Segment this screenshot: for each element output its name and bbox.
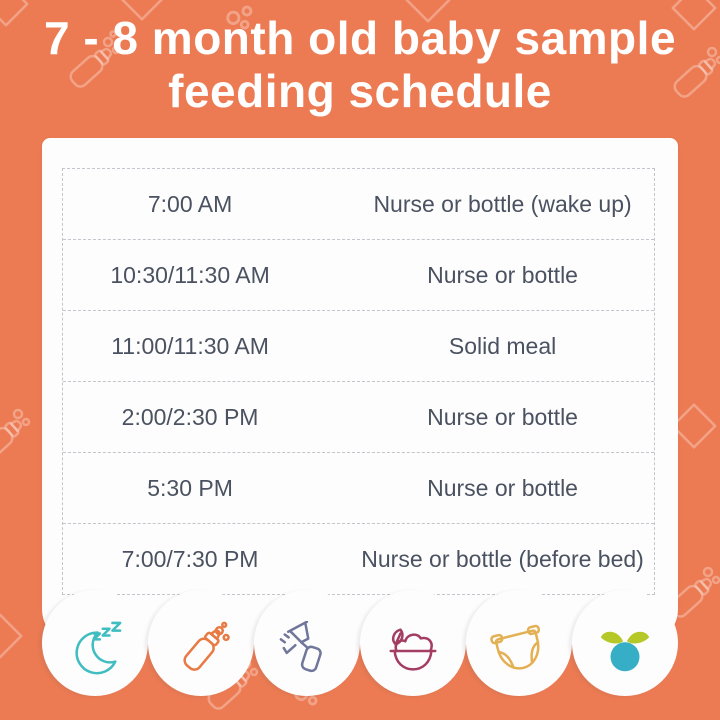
time-cell: 5:30 PM: [147, 474, 233, 501]
pattern-diamond-icon: [398, 0, 458, 30]
schedule-card: 7:00 AM Nurse or bottle (wake up) 10:30/…: [42, 138, 678, 645]
diaper-icon: [490, 624, 541, 670]
title-line-1: 7 - 8 month old baby sample: [43, 12, 677, 64]
activity-cell: Nurse or bottle: [427, 403, 578, 430]
time-cell: 11:00/11:30 AM: [111, 332, 269, 359]
time-cell: 2:00/2:30 PM: [121, 403, 259, 430]
schedule-row: 7:00 AM Nurse or bottle (wake up): [63, 169, 654, 240]
baby-bottle-icon: [183, 621, 230, 671]
pattern-bottle-icon: [0, 402, 38, 482]
pattern-diamond-icon: [0, 0, 36, 34]
footer-scallop-bowl: [360, 590, 466, 696]
activity-cell: Nurse or bottle (wake up): [373, 190, 632, 217]
schedule-table: 7:00 AM Nurse or bottle (wake up) 10:30/…: [62, 168, 655, 595]
berry-icon: [600, 631, 650, 672]
baby-food-bowl-icon: [389, 628, 437, 671]
footer-scallop-berry: [572, 590, 678, 696]
pattern-bottle-icon: [652, 40, 720, 120]
time-cell: 7:00 AM: [147, 190, 233, 217]
time-cell: 10:30/11:30 AM: [110, 261, 270, 288]
schedule-row: 5:30 PM Nurse or bottle: [63, 453, 654, 524]
pattern-bubbles-icon: [222, 2, 256, 36]
footer-scallop-bottle: [148, 590, 254, 696]
schedule-row: 7:00/7:30 PM Nurse or bottle (before bed…: [63, 524, 654, 594]
page-title: 7 - 8 month old baby sample feeding sche…: [0, 12, 720, 118]
breast-pump-icon: [279, 621, 322, 673]
activity-cell: Nurse or bottle: [427, 474, 578, 501]
pattern-diamond-icon: [0, 606, 30, 666]
pattern-diamond-icon: [664, 396, 720, 456]
activity-cell: Nurse or bottle (before bed): [361, 545, 644, 572]
activity-cell: Nurse or bottle: [427, 261, 578, 288]
activity-cell: Solid meal: [448, 332, 557, 359]
title-line-2: feeding schedule: [168, 65, 552, 117]
footer-scallop-pump: [254, 590, 360, 696]
schedule-row: 10:30/11:30 AM Nurse or bottle: [63, 240, 654, 311]
time-cell: 7:00/7:30 PM: [121, 545, 259, 572]
schedule-row: 11:00/11:30 AM Solid meal: [63, 311, 654, 382]
footer-scallop-diaper: [466, 590, 572, 696]
schedule-row: 2:00/2:30 PM Nurse or bottle: [63, 382, 654, 453]
footer-scallop-sleep: [42, 590, 148, 696]
pattern-diamond-icon: [664, 0, 720, 38]
pattern-bottle-icon: [48, 30, 128, 110]
pattern-diamond-icon: [112, 0, 172, 28]
sleep-moon-icon: [75, 621, 122, 675]
